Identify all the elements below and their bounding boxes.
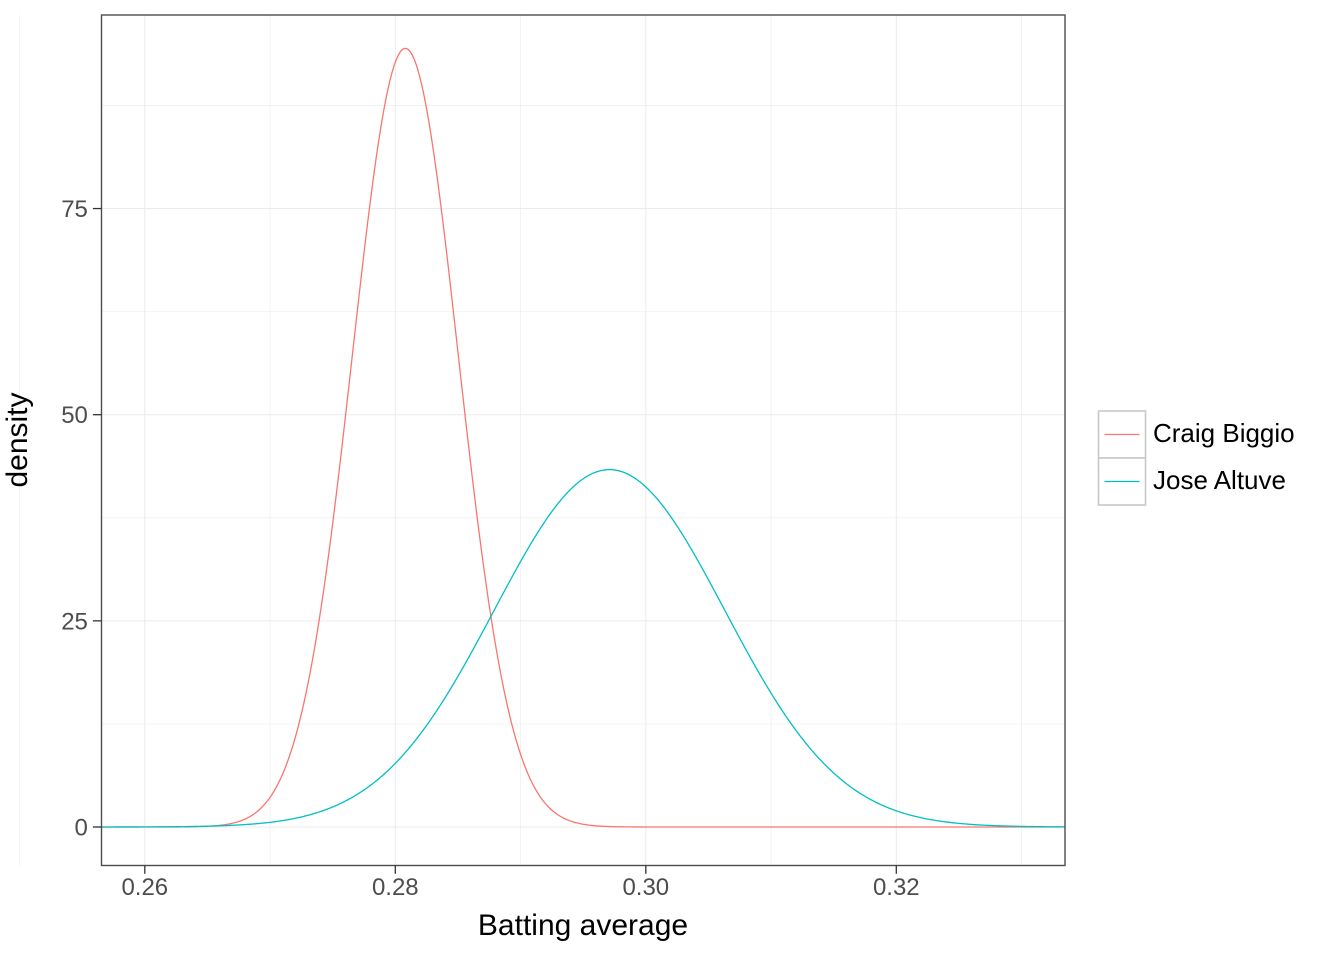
svg-text:Batting average: Batting average: [478, 909, 688, 942]
svg-text:25: 25: [61, 608, 88, 635]
svg-text:0: 0: [75, 815, 88, 842]
svg-text:Jose Altuve: Jose Altuve: [1153, 465, 1286, 495]
svg-text:0.30: 0.30: [622, 874, 669, 901]
svg-text:0.28: 0.28: [372, 874, 419, 901]
svg-text:75: 75: [61, 196, 88, 223]
svg-text:0.26: 0.26: [121, 874, 168, 901]
svg-text:50: 50: [61, 402, 88, 429]
svg-text:density: density: [1, 392, 34, 487]
svg-text:0.32: 0.32: [873, 874, 920, 901]
svg-text:Craig Biggio: Craig Biggio: [1153, 418, 1295, 448]
